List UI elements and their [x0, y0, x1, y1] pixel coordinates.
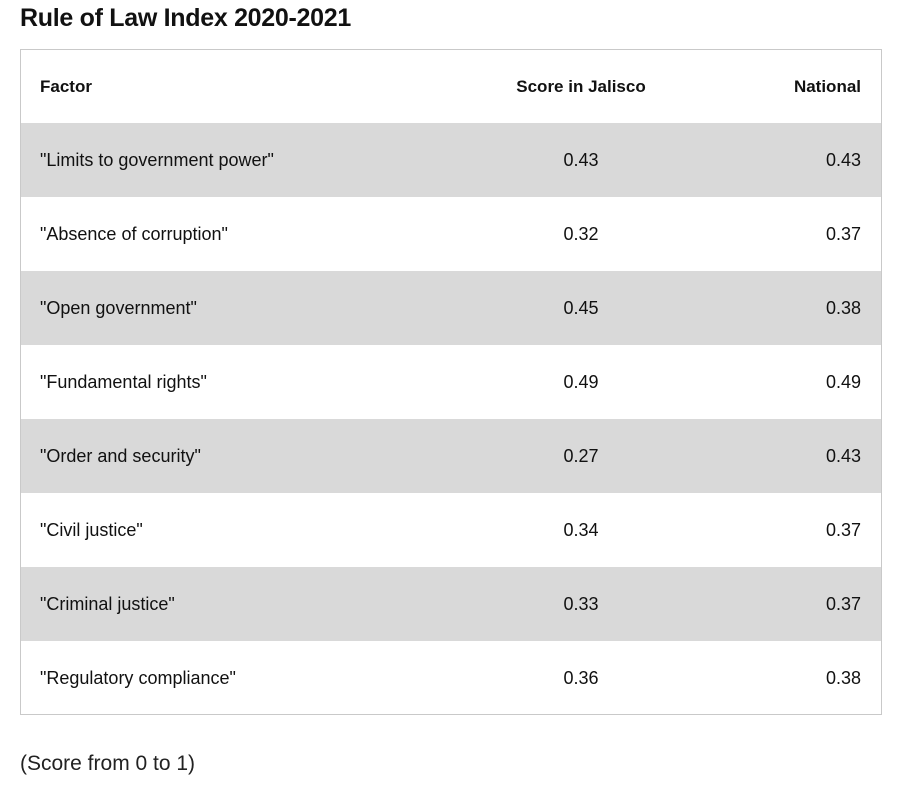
table-row: "Order and security" 0.27 0.43: [21, 419, 881, 493]
jalisco-score-cell: 0.27: [563, 445, 599, 466]
jalisco-score-cell: 0.49: [563, 371, 599, 392]
jalisco-score-cell: 0.32: [563, 223, 599, 244]
jalisco-score-cell: 0.45: [563, 297, 599, 318]
factor-cell: "Open government": [40, 297, 197, 318]
national-score-cell: 0.37: [825, 593, 861, 614]
jalisco-score-cell: 0.34: [563, 519, 599, 540]
jalisco-score-cell: 0.43: [563, 149, 599, 170]
data-table: Factor Score in Jalisco National "Limits…: [20, 49, 882, 715]
table-row: "Absence of corruption" 0.32 0.37: [21, 197, 881, 271]
table-row: "Criminal justice" 0.33 0.37: [21, 567, 881, 641]
national-score-cell: 0.37: [825, 223, 861, 244]
factor-cell: "Civil justice": [40, 519, 143, 540]
jalisco-score-cell: 0.33: [563, 593, 599, 614]
table-row: "Regulatory compliance" 0.36 0.38: [21, 641, 881, 715]
score-scale-note: (Score from 0 to 1): [20, 752, 196, 775]
factor-cell: "Fundamental rights": [40, 371, 207, 392]
factor-cell: "Limits to government power": [40, 149, 274, 170]
table-header-row: Factor Score in Jalisco National: [21, 50, 881, 123]
table-row: "Civil justice" 0.34 0.37: [21, 493, 881, 567]
column-header-score-in-jalisco: Score in Jalisco: [516, 76, 646, 96]
jalisco-score-cell: 0.36: [563, 667, 599, 688]
table-row: "Fundamental rights" 0.49 0.49: [21, 345, 881, 419]
national-score-cell: 0.38: [825, 667, 861, 688]
factor-cell: "Order and security": [40, 445, 201, 466]
national-score-cell: 0.37: [825, 519, 861, 540]
table-title: Rule of Law Index 2020-2021: [20, 4, 351, 32]
factor-cell: "Absence of corruption": [40, 223, 228, 244]
table-row: "Limits to government power" 0.43 0.43: [21, 123, 881, 197]
national-score-cell: 0.43: [825, 445, 861, 466]
column-header-factor: Factor: [40, 76, 92, 96]
national-score-cell: 0.49: [825, 371, 861, 392]
table-row: "Open government" 0.45 0.38: [21, 271, 881, 345]
national-score-cell: 0.38: [825, 297, 861, 318]
table-body: "Limits to government power" 0.43 0.43 "Abs…: [21, 123, 881, 715]
factor-cell: "Regulatory compliance": [40, 667, 236, 688]
factor-cell: "Criminal justice": [40, 593, 175, 614]
column-header-national: National: [793, 76, 861, 96]
national-score-cell: 0.43: [825, 149, 861, 170]
